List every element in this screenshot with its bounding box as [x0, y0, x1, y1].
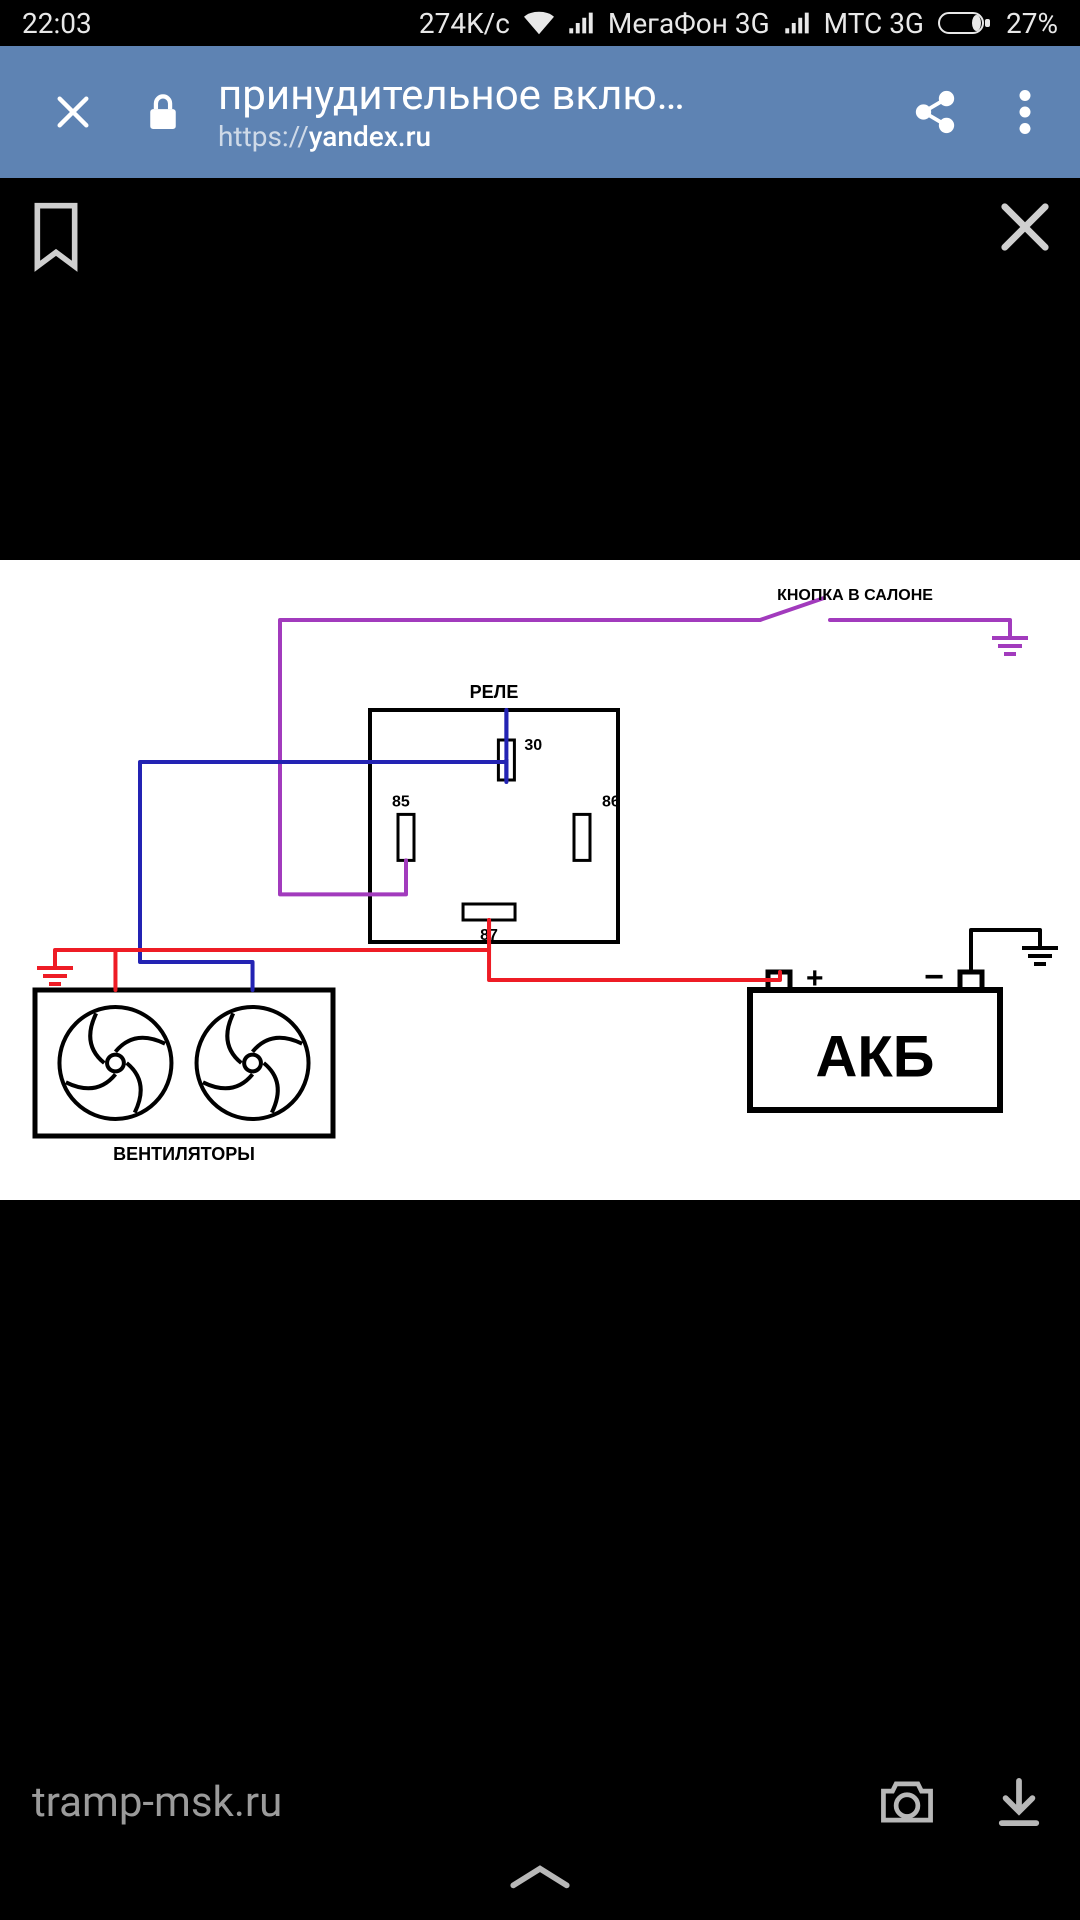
svg-text:30: 30 [524, 737, 542, 754]
site-lock-icon [118, 46, 208, 178]
overflow-menu-button[interactable] [980, 46, 1070, 178]
image-viewer: РЕЛЕ30858687ВЕНТИЛЯТОРЫ+−АКБКНОПКА В САЛ… [0, 178, 1080, 1740]
source-domain-label[interactable]: tramp-msk.ru [32, 1778, 282, 1827]
page-url: https://yandex.ru [218, 120, 890, 153]
browser-header: принудительное вклю… https://yandex.ru [0, 46, 1080, 178]
status-battery-pct: 27% [1006, 7, 1058, 40]
signal-icon [568, 12, 594, 34]
status-carrier-1: МегаФон 3G [608, 7, 770, 40]
svg-text:РЕЛЕ: РЕЛЕ [470, 682, 519, 702]
diagram-container: РЕЛЕ30858687ВЕНТИЛЯТОРЫ+−АКБКНОПКА В САЛ… [0, 560, 1080, 1200]
status-time: 22:03 [22, 7, 92, 40]
status-net-speed: 274K/с [419, 7, 510, 40]
address-bar[interactable]: принудительное вклю… https://yandex.ru [208, 71, 890, 153]
battery-icon [938, 11, 992, 35]
bookmark-button[interactable] [28, 200, 84, 272]
close-image-button[interactable] [998, 200, 1052, 254]
wifi-icon [524, 11, 554, 35]
svg-text:−: − [924, 958, 944, 996]
signal2-icon [784, 12, 810, 34]
wiring-diagram: РЕЛЕ30858687ВЕНТИЛЯТОРЫ+−АКБКНОПКА В САЛ… [0, 560, 1080, 1200]
svg-text:+: + [806, 962, 824, 995]
share-button[interactable] [890, 46, 980, 178]
svg-text:ВЕНТИЛЯТОРЫ: ВЕНТИЛЯТОРЫ [113, 1144, 255, 1164]
status-carrier-2: МТС 3G [824, 7, 924, 40]
lens-search-button[interactable] [878, 1777, 936, 1827]
download-button[interactable] [996, 1777, 1042, 1827]
android-status-bar: 22:03 274K/с МегаФон 3G МТС 3G 27% [0, 0, 1080, 46]
svg-text:АКБ: АКБ [816, 1024, 935, 1089]
svg-text:86: 86 [602, 793, 620, 810]
svg-text:85: 85 [392, 793, 410, 810]
svg-text:КНОПКА В САЛОНЕ: КНОПКА В САЛОНЕ [777, 587, 933, 604]
close-tab-button[interactable] [28, 46, 118, 178]
image-search-footer: tramp-msk.ru [0, 1742, 1080, 1920]
expand-panel-button[interactable] [0, 1862, 1080, 1912]
page-title: принудительное вклю… [218, 71, 890, 120]
